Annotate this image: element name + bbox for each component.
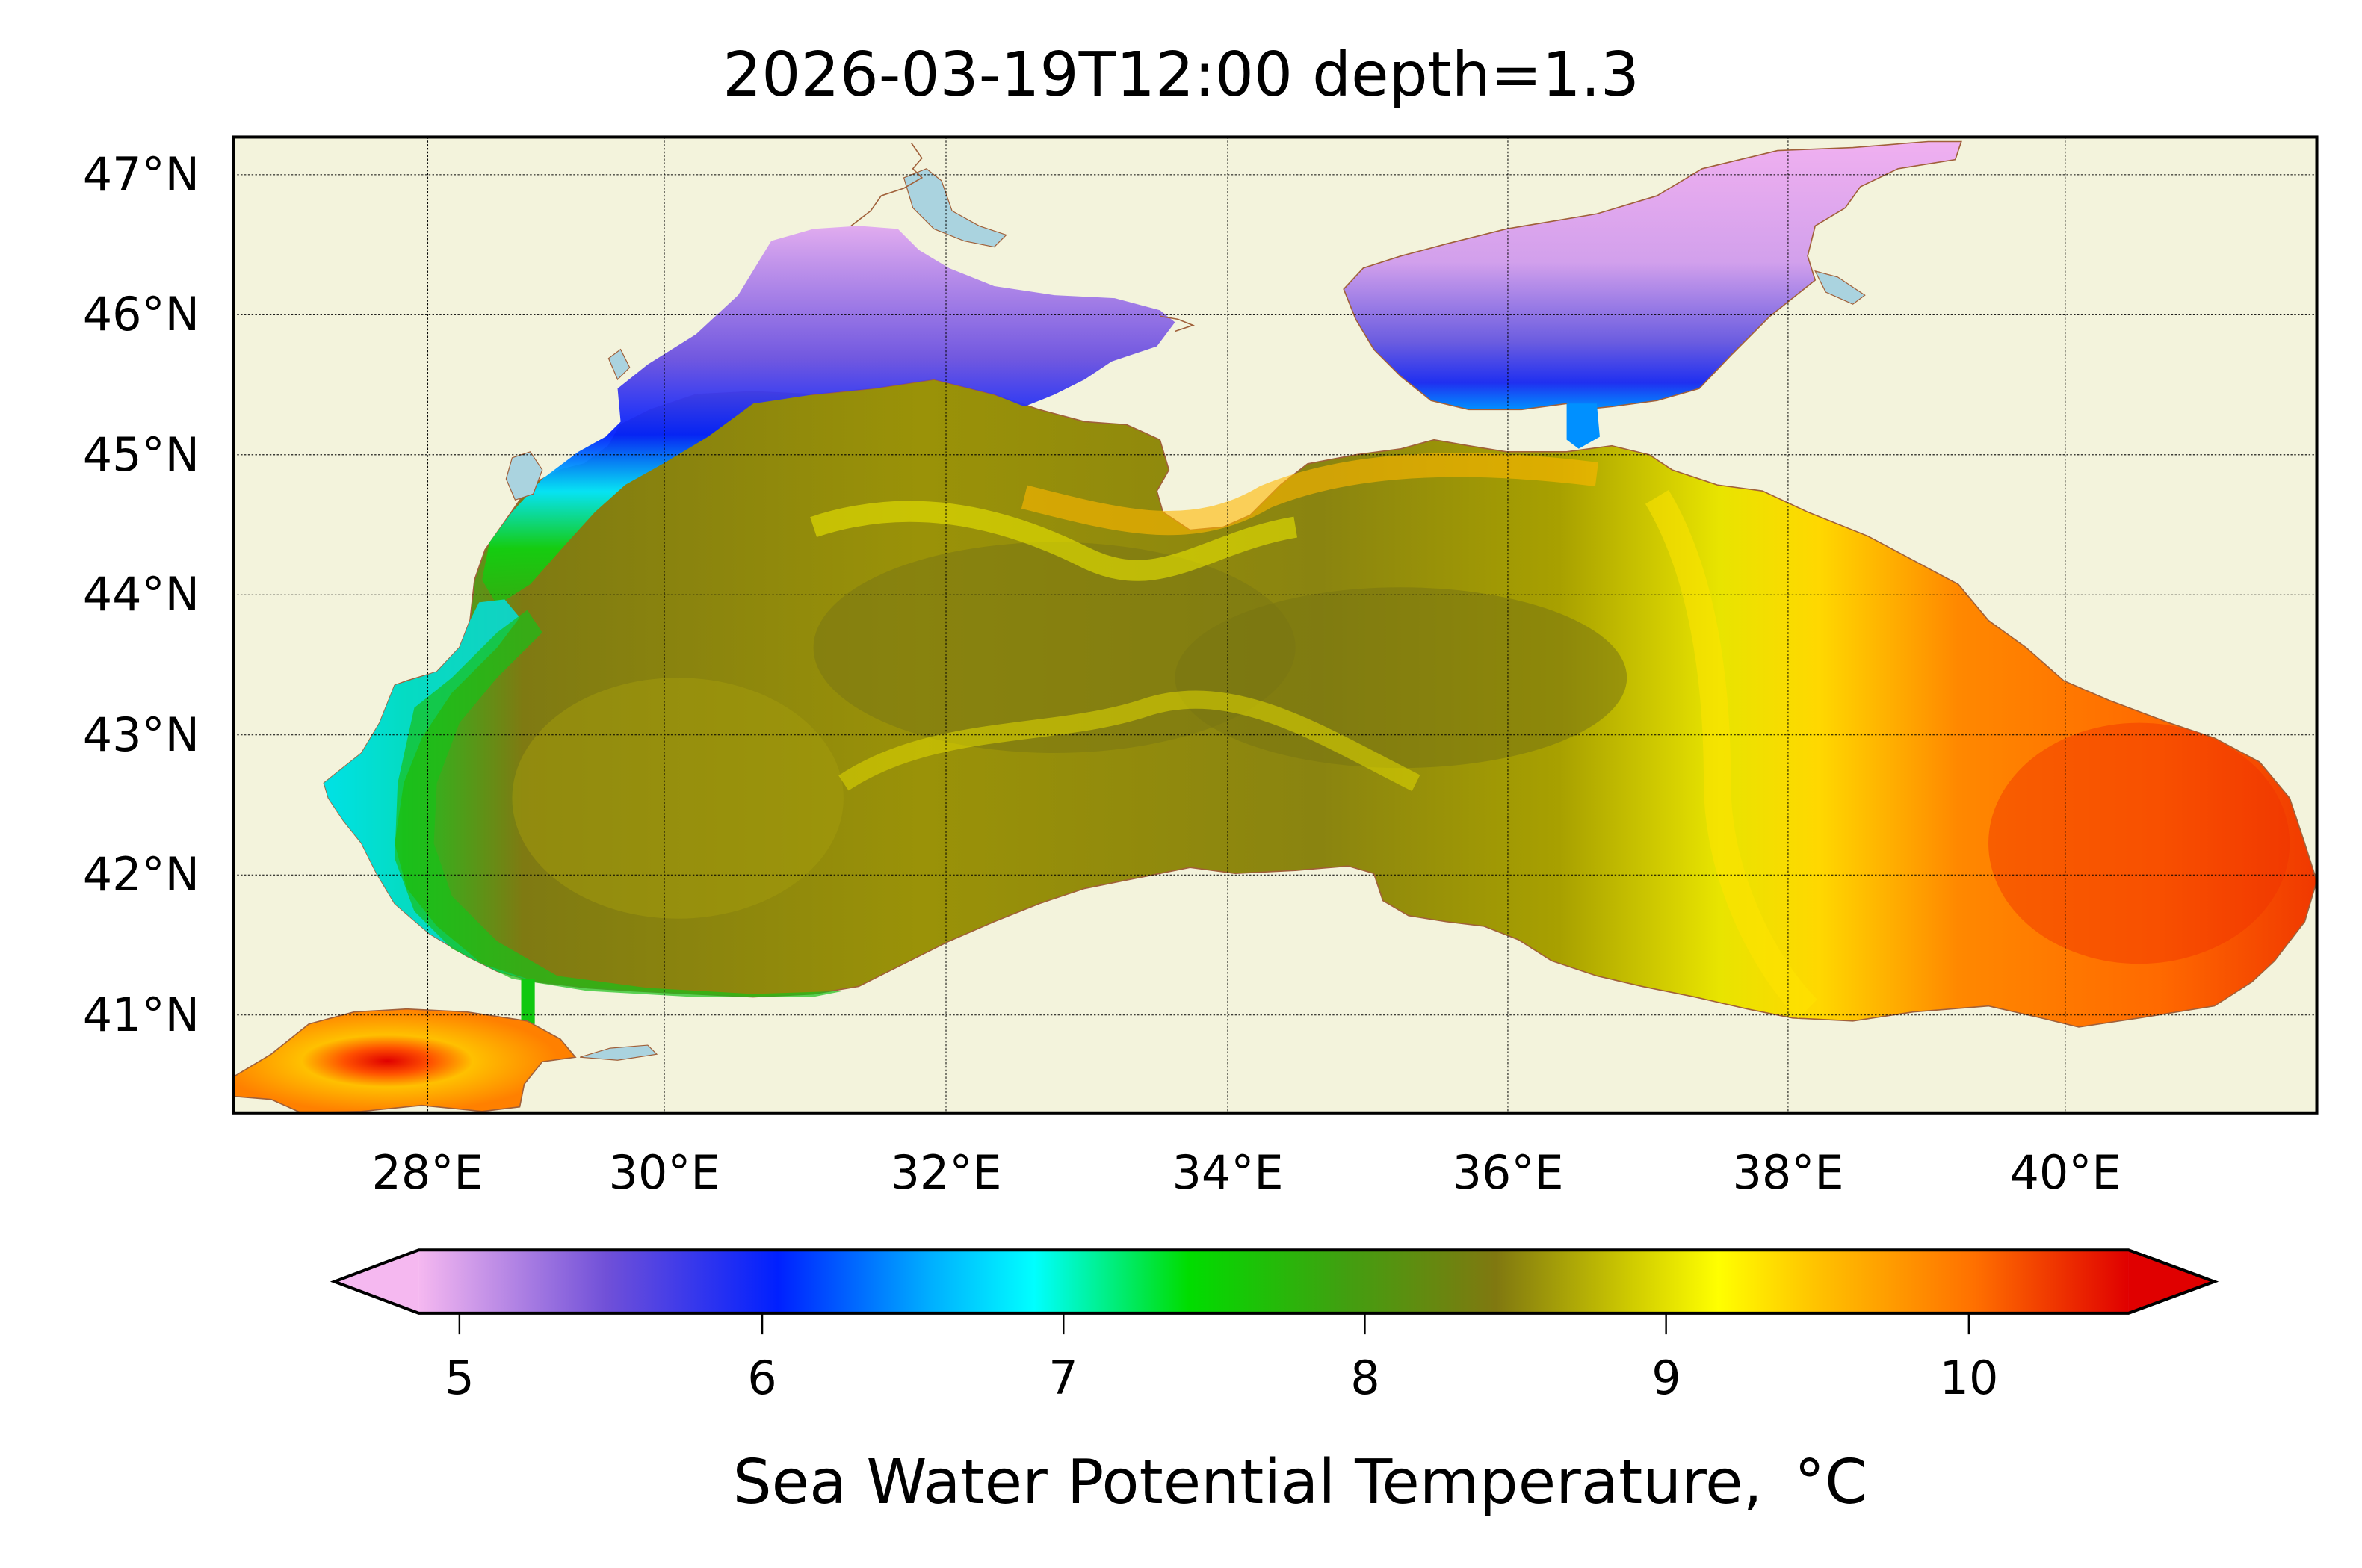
central-eddy [1175, 587, 1627, 769]
lon-label: 28°E [371, 1145, 483, 1200]
lake [1814, 270, 1866, 305]
plot-frame [232, 135, 2319, 1115]
coast-detail [1160, 315, 1195, 332]
lon-label: 34°E [1172, 1145, 1284, 1200]
lake [505, 451, 543, 501]
warm-rim-current [1021, 453, 1598, 536]
lat-label: 46°N [82, 287, 200, 341]
kerch-strait [1566, 403, 1600, 449]
lat-label: 44°N [82, 567, 200, 622]
colorbar-tick-label: 8 [1350, 1351, 1380, 1405]
colorbar-gradient [418, 1250, 2129, 1313]
colorbar-tick-label: 9 [1651, 1351, 1681, 1405]
lat-label: 42°N [82, 847, 200, 902]
eastern-warm-core [1988, 722, 2290, 964]
colorbar-tick-label: 6 [747, 1351, 777, 1405]
colorbar-tick-label: 10 [1939, 1351, 1999, 1405]
river-dnieper [850, 143, 924, 227]
lat-label: 43°N [82, 707, 200, 762]
lat-label: 45°N [82, 427, 200, 482]
lon-label: 36°E [1452, 1145, 1564, 1200]
sea-of-marmara [233, 1008, 577, 1113]
western-coastal-band [324, 599, 537, 982]
sea-of-azov [1343, 140, 1962, 411]
lat-label: 47°N [82, 147, 200, 202]
colorbar-extend-high [2128, 1250, 2215, 1313]
lat-label: 41°N [82, 988, 200, 1042]
lon-label: 40°E [2009, 1145, 2121, 1200]
eastern-rim [1645, 489, 1818, 1019]
lon-label: 32°E [890, 1145, 1002, 1200]
lon-label: 30°E [608, 1145, 720, 1200]
colorbar-tick-label: 7 [1048, 1351, 1078, 1405]
gridlines [233, 137, 2317, 1113]
western-eddy [512, 678, 844, 919]
lake [903, 168, 1007, 248]
lon-label: 38°E [1732, 1145, 1844, 1200]
chart-title: 2026-03-19T12:00 depth=1.3 [723, 40, 1639, 111]
nw-shelf-cold-water [482, 226, 1175, 606]
colorbar [330, 1248, 2219, 1335]
colorbar-ticks [458, 1313, 1970, 1335]
bosphorus [521, 979, 535, 1024]
colorbar-label: Sea Water Potential Temperature, °C [732, 1447, 1868, 1518]
yellow-filament [810, 501, 1298, 581]
lake [579, 1044, 658, 1061]
colorbar-tick-label: 5 [445, 1351, 474, 1405]
yellow-filament [838, 690, 1420, 792]
colorbar-outline [330, 1248, 2219, 1315]
colorbar-extend-low [334, 1250, 419, 1313]
lake [607, 348, 631, 381]
